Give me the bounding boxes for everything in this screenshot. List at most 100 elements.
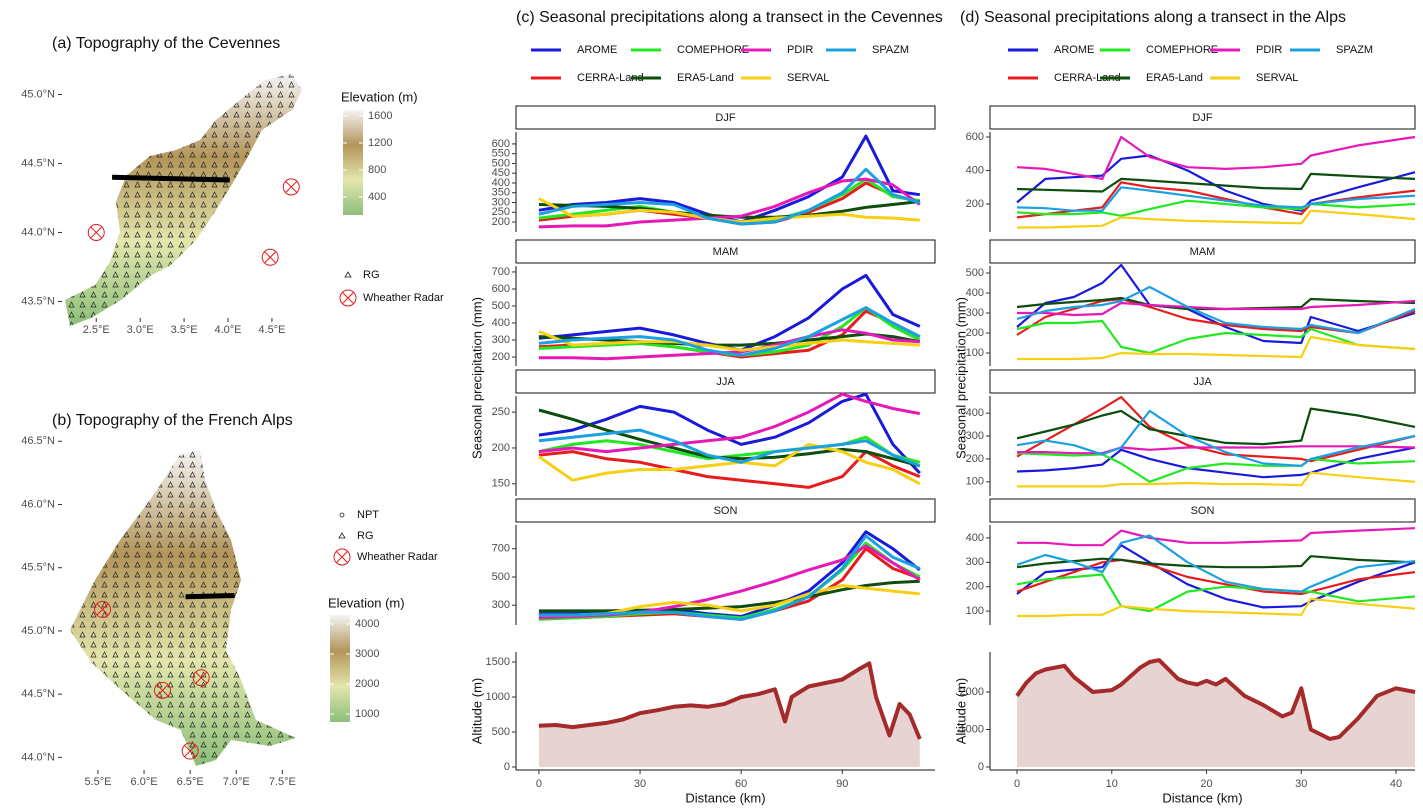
y-tick-label: 44.5°N [21, 688, 55, 700]
radar [181, 742, 199, 760]
y-tick-label: 44.0°N [21, 226, 55, 238]
strip-label: JJA [1193, 376, 1212, 388]
radar-circle [153, 681, 171, 699]
legend-radar [342, 292, 354, 304]
area-line [538, 661, 922, 740]
y-tick-label: 45.0°N [21, 625, 55, 637]
x-tick-label: 40 [1390, 778, 1402, 790]
legend-label: SPAZM [1336, 44, 1373, 56]
y-tick-label: 400 [966, 287, 984, 299]
series-line [538, 392, 921, 475]
series-line [1016, 285, 1416, 335]
legend-label: AROME [577, 44, 617, 56]
radar [153, 681, 171, 699]
radar-cross [184, 745, 197, 757]
strip-label: SON [1191, 505, 1215, 517]
x-tick-label: 60 [735, 778, 747, 790]
legend-symbol [333, 548, 351, 566]
strip-label: DJF [1192, 112, 1212, 124]
series-line [1017, 445, 1416, 455]
chart-title: (c) Seasonal precipitations along a tran… [516, 9, 943, 26]
radar-cross [285, 180, 298, 193]
map-title: (b) Topography of the French Alps [52, 412, 293, 429]
series-line [1016, 154, 1416, 212]
radar-cross [96, 603, 109, 616]
x-tick-label: 3.5°E [171, 324, 198, 336]
strip [989, 369, 1416, 394]
y-tick-label: 200 [966, 581, 984, 593]
colorbar-label: 4000 [355, 618, 379, 630]
legend-label: Wheather Radar [363, 292, 444, 304]
x-tick-label: 5.5°E [84, 776, 111, 788]
legend-radar [333, 548, 351, 566]
radar-circle [87, 223, 105, 241]
strip-label: SON [714, 505, 738, 517]
y-tick-label: 45.0°N [21, 88, 55, 100]
series-line [1016, 135, 1416, 180]
series-line [538, 306, 921, 357]
rain-gauges [65, 74, 302, 326]
series-line [1016, 409, 1416, 467]
radar-cross [156, 684, 169, 697]
legend-label: RG [357, 530, 374, 542]
radar-circle [261, 248, 279, 266]
y-tick-label: 500 [492, 157, 510, 169]
radar [192, 669, 210, 687]
x-tick-label: 10 [1106, 778, 1118, 790]
series-line [538, 167, 921, 226]
legend-label: PDIR [1256, 44, 1282, 56]
radar-circle [282, 178, 300, 196]
y-tick-label: 400 [966, 407, 984, 419]
x-axis-label: Distance (km) [1162, 790, 1242, 805]
series-line [1016, 296, 1416, 311]
y-tick-label: 300 [966, 556, 984, 568]
series-line [1017, 527, 1416, 547]
x-tick-label: 4.5°E [258, 324, 285, 336]
y-tick-label: 550 [492, 148, 510, 160]
y-tick-label: 300 [492, 334, 510, 346]
colorbar-label: 3000 [355, 648, 379, 660]
colorbar-label: 2000 [355, 678, 379, 690]
y-tick-label: 1500 [486, 656, 510, 668]
y-tick-label: 400 [966, 532, 984, 544]
legend-label: SERVAL [787, 72, 829, 84]
legend-symbol [339, 512, 345, 518]
radar-circle [94, 600, 112, 618]
y-tick-label: 100 [966, 476, 984, 488]
strip-label: JJA [716, 376, 735, 388]
series-line [538, 330, 920, 352]
series-line [1017, 597, 1416, 618]
y-tick-label: 200 [966, 453, 984, 465]
y-tick-label: 44.5°N [21, 157, 55, 169]
area-fill [538, 663, 920, 767]
legend-symbol [344, 271, 352, 278]
area-fill [1017, 660, 1415, 768]
legend-label: SERVAL [1256, 72, 1298, 84]
x-axis-label: Distance (km) [685, 790, 765, 805]
y-tick-label: 500 [492, 571, 510, 583]
strip-label: MAM [713, 246, 739, 258]
legend-label: COMEPHORE [1146, 44, 1218, 56]
colorbar-title: Elevation (m) [341, 89, 418, 104]
y-tick-label: 200 [492, 442, 510, 454]
radar-cross [264, 251, 277, 264]
y-tick-label: 700 [492, 266, 510, 278]
series-line [1016, 544, 1416, 609]
y-tick-label: 2000 [960, 686, 984, 698]
y-tick-label: 400 [492, 317, 510, 329]
series-line [1017, 471, 1416, 488]
y-tick-label: 45.5°N [21, 562, 55, 574]
series-line [1016, 319, 1416, 355]
colorbar-label: 1200 [368, 137, 392, 149]
x-tick-label: 6.5°E [177, 776, 204, 788]
area-line [1015, 658, 1416, 741]
y-tick-label: 350 [492, 187, 510, 199]
y-tick-label: 700 [492, 543, 510, 555]
series-line [1017, 209, 1416, 229]
colorbar-label: 1000 [355, 708, 379, 720]
y-tick-label: 43.5°N [21, 295, 55, 307]
legend-label: COMEPHORE [677, 44, 749, 56]
y-tick-label: 250 [492, 206, 510, 218]
x-tick-label: 90 [836, 778, 848, 790]
legend-label: SPAZM [872, 44, 909, 56]
